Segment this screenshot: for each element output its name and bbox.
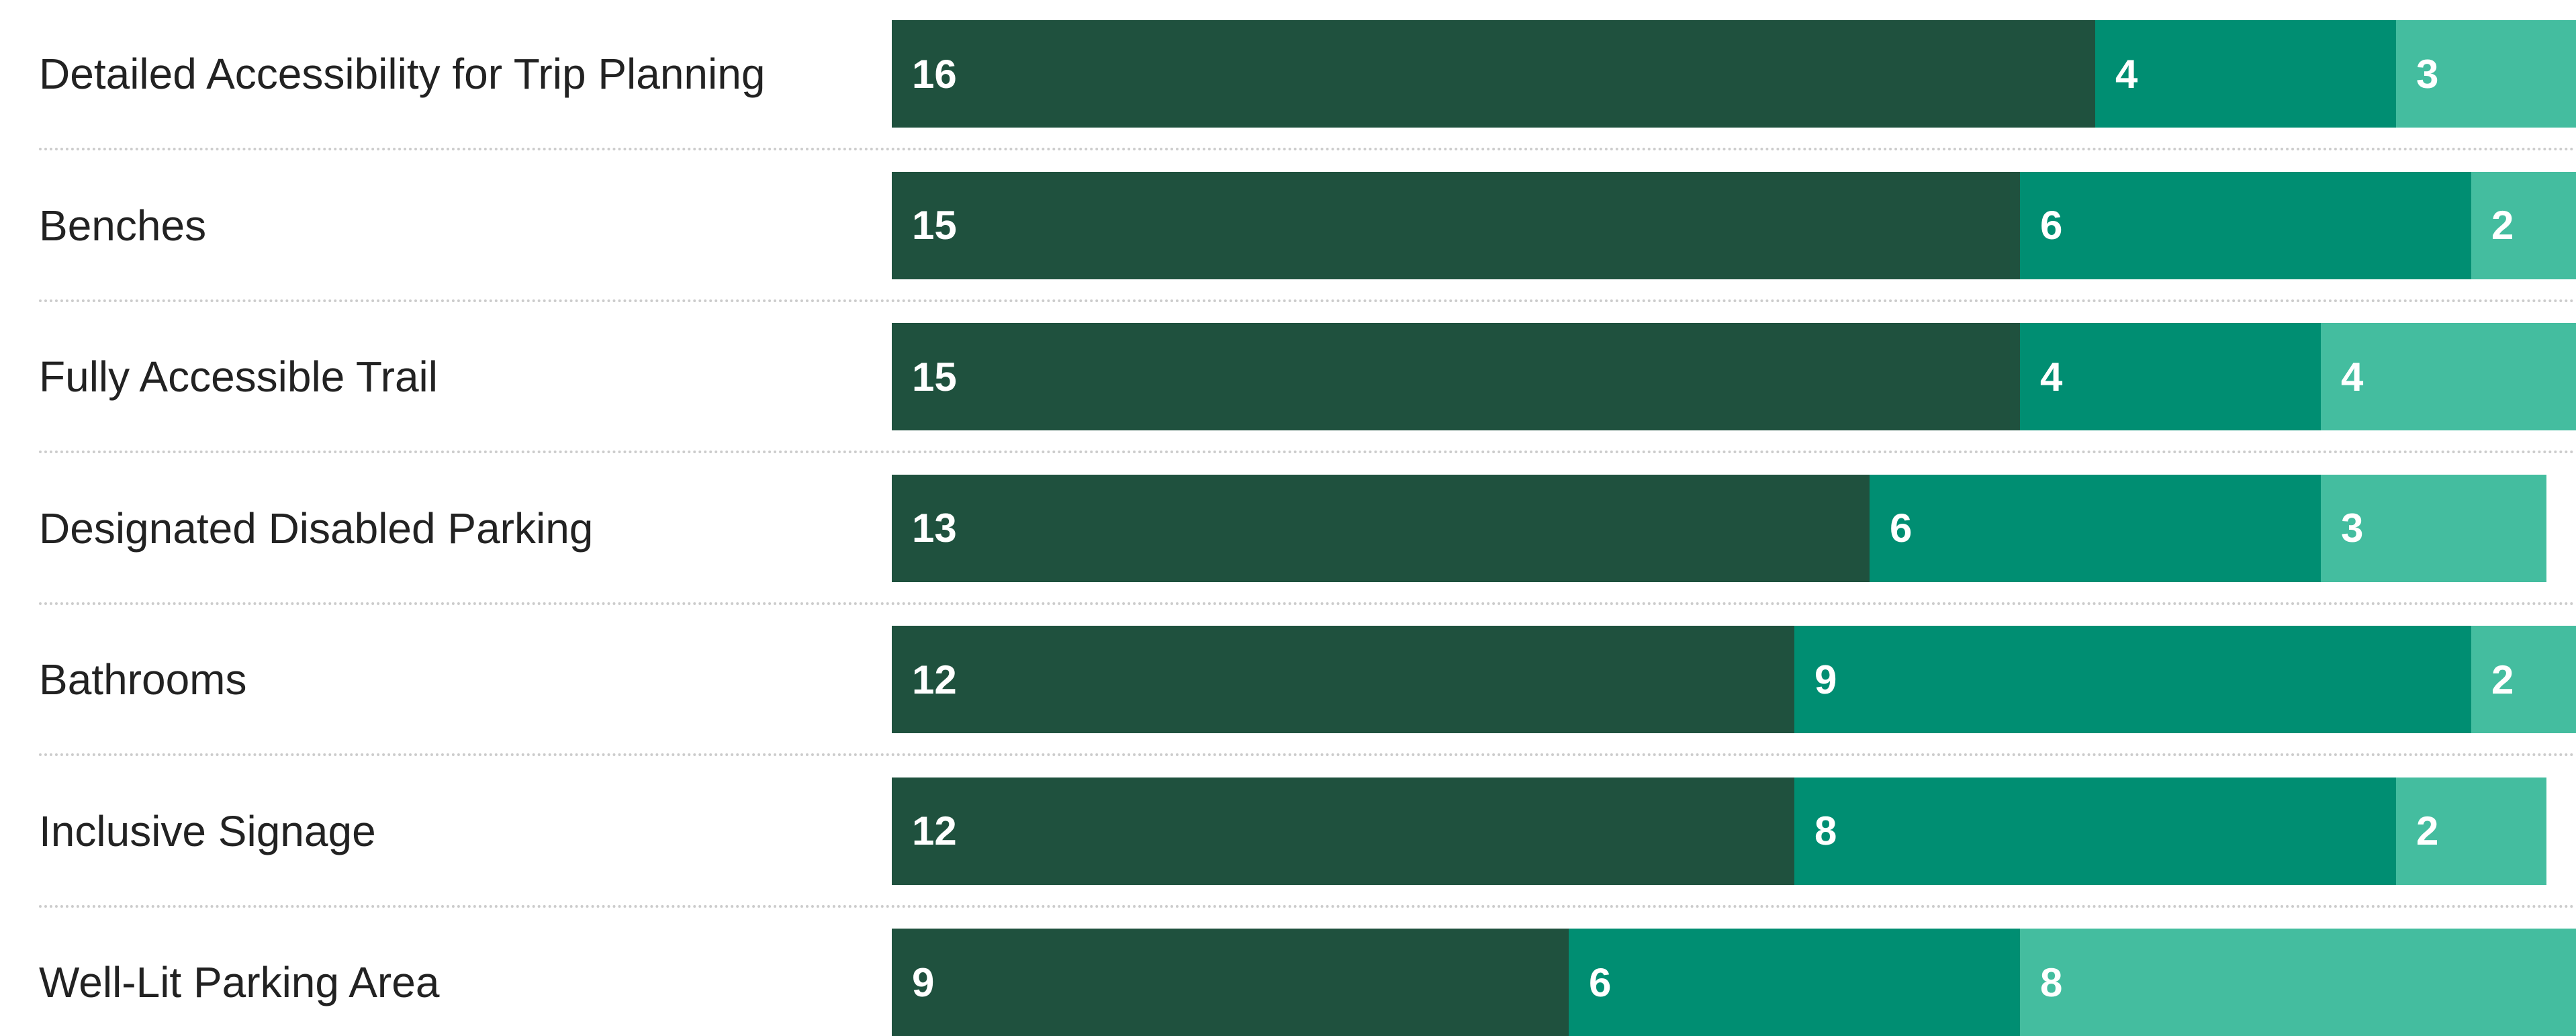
bar-segment: 6 <box>1569 929 2020 1036</box>
data-label: 2 <box>2491 657 2514 702</box>
data-label: 12 <box>912 657 957 702</box>
category-label: Fully Accessible Trail <box>39 352 438 401</box>
bar-segment: 12 <box>892 626 1794 733</box>
bar-segment: 4 <box>2321 323 2576 430</box>
data-label: 6 <box>2040 203 2063 248</box>
data-label: 9 <box>1814 657 1837 702</box>
bar-segment: 4 <box>2095 20 2396 128</box>
bar-segment: 8 <box>1794 777 2396 885</box>
bar-segment: 12 <box>892 777 1794 885</box>
data-label: 12 <box>912 808 957 853</box>
bar-segment: 13 <box>892 474 1870 582</box>
category-label: Detailed Accessibility for Trip Planning <box>39 50 766 98</box>
bar-segment: 3 <box>2321 474 2546 582</box>
data-label: 16 <box>912 51 957 97</box>
bar-segment: 15 <box>892 171 2020 279</box>
row-divider <box>39 753 2576 756</box>
bar-segment: 2 <box>2471 626 2576 733</box>
bar-segment: 6 <box>2020 171 2471 279</box>
bar-segment: 6 <box>1870 474 2321 582</box>
data-label: 3 <box>2341 506 2364 551</box>
row-divider <box>39 904 2576 908</box>
row-divider <box>39 451 2576 453</box>
data-label: 9 <box>912 959 935 1005</box>
category-label: Designated Disabled Parking <box>39 504 594 553</box>
row-divider <box>39 148 2576 150</box>
bar-segment: 4 <box>2020 323 2321 430</box>
bar-segment: 8 <box>2020 929 2576 1036</box>
bar-segment: 9 <box>892 929 1569 1036</box>
bar-segment: 15 <box>892 323 2020 430</box>
data-label: 8 <box>2040 959 2063 1005</box>
data-label: 13 <box>912 506 957 551</box>
data-label: 2 <box>2491 203 2514 248</box>
data-label: 4 <box>2115 51 2138 97</box>
row-divider <box>39 602 2576 605</box>
bar-segment: 2 <box>2396 777 2546 885</box>
category-label: Well-Lit Parking Area <box>39 958 440 1006</box>
data-label: 4 <box>2341 354 2364 399</box>
category-label: Bathrooms <box>39 655 247 704</box>
category-label: Inclusive Signage <box>39 806 376 855</box>
row-divider <box>39 299 2576 302</box>
bar-segment: 9 <box>1794 626 2471 733</box>
data-label: 2 <box>2416 808 2439 853</box>
data-label: 6 <box>1890 506 1913 551</box>
data-label: 8 <box>1814 808 1837 853</box>
category-label: Benches <box>39 201 207 250</box>
data-label: 15 <box>912 203 957 248</box>
data-label: 3 <box>2416 51 2439 97</box>
data-label: 6 <box>1589 959 1612 1005</box>
data-label: 15 <box>912 354 957 399</box>
bar-segment: 2 <box>2471 171 2576 279</box>
data-label: 4 <box>2040 354 2063 399</box>
bar-segment: 16 <box>892 20 2095 128</box>
bar-segment: 3 <box>2396 20 2576 128</box>
